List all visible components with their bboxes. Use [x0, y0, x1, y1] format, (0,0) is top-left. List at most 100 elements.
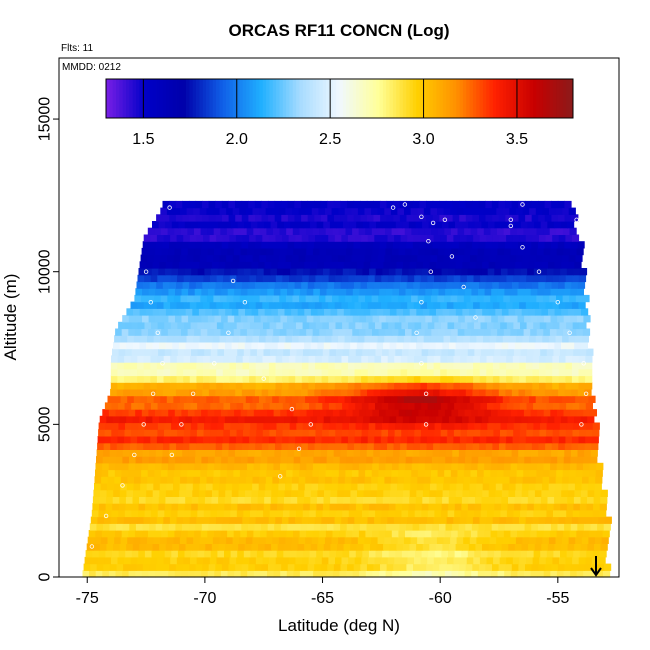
heatmap-cell — [558, 362, 566, 370]
heatmap-cell — [481, 415, 489, 424]
heatmap-cell — [226, 395, 234, 403]
heatmap-cell — [463, 395, 471, 403]
colorbar-swatch — [239, 79, 244, 118]
heatmap-cell — [521, 496, 529, 504]
heatmap-cell — [268, 388, 276, 397]
heatmap-cell — [377, 483, 385, 491]
heatmap-cell — [408, 550, 416, 558]
heatmap-cell — [381, 422, 390, 430]
heatmap-cell — [512, 556, 520, 565]
heatmap-cell — [252, 476, 260, 484]
heatmap-cell — [269, 422, 278, 430]
heatmap-cell — [519, 301, 527, 309]
heatmap-cell — [385, 227, 393, 235]
heatmap-cell — [261, 449, 269, 457]
heatmap-cell — [380, 362, 389, 370]
heatmap-cell — [310, 543, 318, 551]
colorbar-swatch — [309, 79, 314, 118]
heatmap-cell — [214, 409, 222, 417]
heatmap-cell — [412, 456, 420, 464]
heatmap-cell — [421, 550, 429, 558]
heatmap-cell — [390, 483, 398, 491]
heatmap-cell — [222, 388, 230, 397]
heatmap-cell — [163, 436, 171, 444]
heatmap-cell — [473, 362, 481, 370]
heatmap-cell — [242, 516, 250, 524]
heatmap-cell — [205, 415, 213, 424]
heatmap-cell — [276, 348, 284, 356]
heatmap-cell — [183, 516, 191, 524]
heatmap-cell — [601, 536, 609, 544]
heatmap-cell — [282, 368, 290, 377]
heatmap-cell — [339, 462, 347, 471]
heatmap-cell — [500, 348, 508, 356]
heatmap-cell — [522, 476, 530, 484]
colorbar-swatch — [226, 79, 230, 118]
heatmap-cell — [119, 543, 127, 551]
heatmap-cell — [568, 207, 576, 215]
heatmap-cell — [540, 496, 549, 504]
heatmap-cell — [284, 308, 292, 316]
heatmap-cell — [256, 348, 265, 356]
heatmap-cell — [154, 294, 162, 303]
heatmap-cell — [450, 335, 458, 343]
heatmap-cell — [393, 200, 401, 209]
heatmap-cell — [459, 234, 468, 242]
heatmap-cell — [133, 308, 141, 316]
heatmap-cell — [454, 422, 462, 430]
colorbar-swatch — [389, 79, 394, 118]
heatmap-cell — [488, 543, 496, 551]
heatmap-cell — [462, 543, 470, 551]
heatmap-cell — [113, 543, 121, 551]
heatmap-cell — [194, 328, 202, 336]
heatmap-cell — [131, 503, 140, 511]
heatmap-cell — [324, 489, 332, 497]
heatmap-cell — [437, 254, 445, 262]
heatmap-cell — [406, 449, 414, 457]
heatmap-cell — [596, 462, 604, 471]
heatmap-cell — [561, 483, 569, 491]
heatmap-cell — [262, 234, 270, 242]
heatmap-cell — [491, 200, 500, 209]
heatmap-cell — [403, 536, 412, 544]
heatmap-cell — [218, 415, 226, 424]
heatmap-cell — [371, 536, 379, 544]
heatmap-cell — [337, 261, 345, 269]
heatmap-cell — [575, 294, 583, 303]
heatmap-cell — [368, 402, 376, 410]
heatmap-cell — [518, 281, 526, 289]
heatmap-cell — [217, 348, 225, 356]
heatmap-cell — [457, 462, 466, 471]
heatmap-cell — [357, 207, 366, 215]
heatmap-cell — [416, 489, 424, 497]
heatmap-cell — [346, 449, 355, 457]
heatmap-cell — [345, 530, 353, 538]
heatmap-cell — [129, 388, 137, 397]
heatmap-cell — [137, 355, 145, 363]
heatmap-cell — [418, 288, 426, 296]
heatmap-cell — [533, 402, 541, 410]
heatmap-cell — [108, 409, 117, 417]
heatmap-cell — [422, 341, 430, 350]
heatmap-cell — [394, 368, 402, 377]
heatmap-cell — [346, 570, 354, 578]
heatmap-cell — [172, 489, 180, 497]
heatmap-cell — [217, 221, 226, 229]
heatmap-cell — [565, 556, 573, 565]
heatmap-cell — [322, 422, 330, 430]
heatmap-cell — [226, 254, 234, 262]
heatmap-cell — [590, 456, 598, 464]
heatmap-cell — [408, 422, 416, 430]
heatmap-cell — [115, 462, 123, 471]
heatmap-cell — [506, 368, 514, 377]
heatmap-cell — [335, 321, 343, 330]
heatmap-cell — [235, 382, 244, 390]
heatmap-cell — [301, 388, 309, 397]
heatmap-cell — [598, 556, 606, 565]
heatmap-cell — [522, 254, 530, 262]
heatmap-cell — [302, 402, 310, 410]
heatmap-cell — [324, 536, 333, 544]
heatmap-cell — [339, 530, 347, 538]
heatmap-cell — [408, 503, 416, 511]
heatmap-cell — [421, 321, 429, 330]
